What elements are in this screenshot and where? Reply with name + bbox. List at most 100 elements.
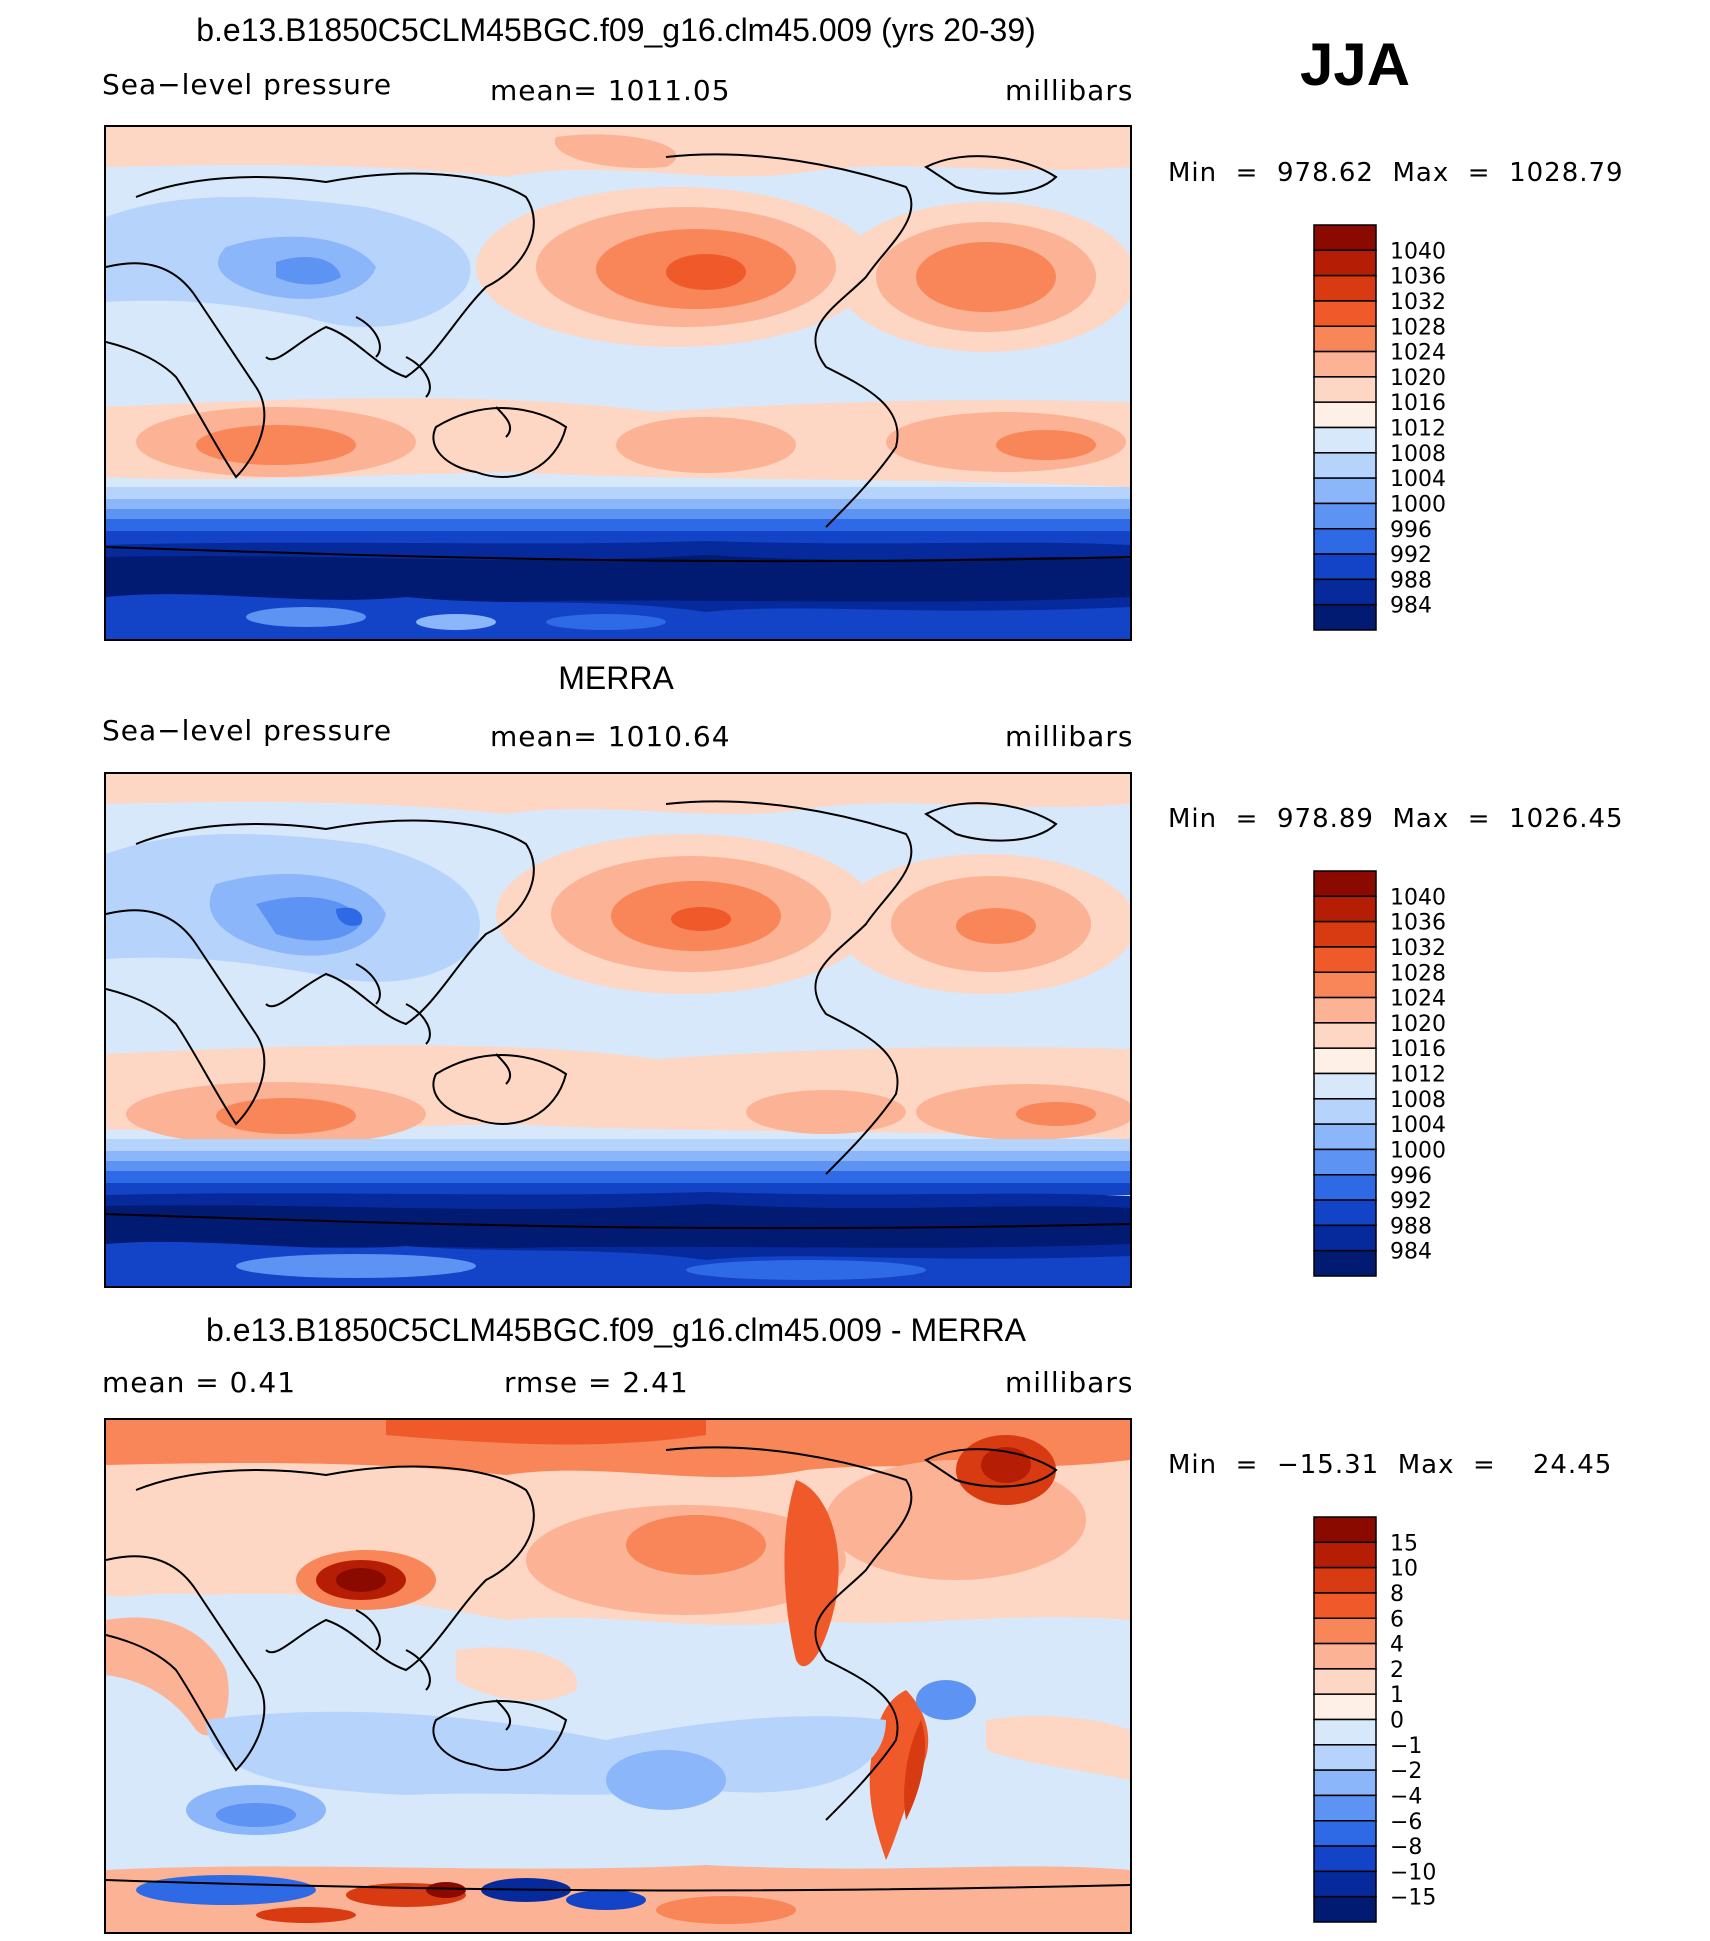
colorbar-3-label-5: 2 (1390, 1658, 1404, 1683)
colorbar-2-swatch-14 (1313, 1224, 1377, 1252)
colorbar-2-label-14: 984 (1390, 1240, 1432, 1265)
colorbar-3-swatch-0 (1313, 1516, 1377, 1544)
colorbar-1-label-11: 996 (1390, 518, 1432, 543)
colorbar-2-label-9: 1004 (1390, 1113, 1446, 1138)
panel-2-colorbar-svg: 1040103610321028102410201016101210081004… (1313, 870, 1446, 1277)
colorbar-2-label-3: 1028 (1390, 961, 1446, 986)
colorbar-2-label-1: 1036 (1390, 911, 1446, 936)
colorbar-1-swatch-0 (1313, 224, 1377, 252)
colorbar-3-label-2: 8 (1390, 1582, 1404, 1607)
colorbar-1-swatch-15 (1313, 603, 1377, 631)
colorbar-3-label-0: 15 (1390, 1531, 1418, 1556)
panel-2-colorbar: 1040 1036 1032 1028 1024 1020 1016 1012 1008 1004… (1313, 870, 1446, 1277)
colorbar-2-label-5: 1020 (1390, 1012, 1446, 1037)
panel-2-units-label: millibars (1005, 720, 1134, 753)
colorbar-2-swatch-2 (1313, 920, 1377, 948)
colorbar-2-swatch-6 (1313, 1022, 1377, 1049)
colorbar-2-swatch-0 (1313, 870, 1377, 898)
colorbar-3-label-7: 0 (1390, 1709, 1404, 1734)
colorbar-2-swatch-12 (1313, 1174, 1377, 1201)
colorbar-1-swatch-8 (1313, 426, 1377, 454)
colorbar-3-label-6: 1 (1390, 1683, 1404, 1708)
panel-1-map (104, 125, 1132, 641)
panel-2-title: MERRA (558, 660, 674, 696)
colorbar-1-swatch-11 (1313, 502, 1377, 530)
colorbar-2-label-10: 1000 (1390, 1138, 1446, 1163)
colorbar-1-label-7: 1012 (1390, 417, 1446, 442)
colorbar-1-swatch-6 (1313, 376, 1377, 403)
colorbar-2-label-11: 996 (1390, 1164, 1432, 1189)
colorbar-3-label-9: −2 (1390, 1759, 1422, 1784)
panel-3-colorbar: 15 10 8 6 4 2 1 0 −1 −2 −4 −6 −8 −10 −15 (1313, 1516, 1436, 1923)
colorbar-3-swatch-8 (1313, 1718, 1377, 1746)
panel-3-mean-label: mean = 0.41 (102, 1366, 297, 1399)
colorbar-3-swatch-11 (1313, 1794, 1377, 1822)
colorbar-1-swatch-9 (1313, 452, 1377, 479)
colorbar-1-label-6: 1016 (1390, 391, 1446, 416)
panel-3-title: b.e13.B1850C5CLM45BGC.f09_g16.clm45.009 … (206, 1312, 1026, 1348)
colorbar-3-swatch-6 (1313, 1668, 1377, 1695)
colorbar-3-swatch-10 (1313, 1769, 1377, 1797)
colorbar-1-label-14: 984 (1390, 594, 1432, 619)
colorbar-3-swatch-5 (1313, 1642, 1377, 1670)
colorbar-1-swatch-14 (1313, 578, 1377, 606)
colorbar-3-label-3: 6 (1390, 1607, 1404, 1632)
panel-2-minmax: Min = 978.89 Max = 1026.45 (1168, 804, 1624, 834)
panel-3-units-label: millibars (1005, 1366, 1134, 1399)
colorbar-3-swatch-13 (1313, 1845, 1377, 1873)
colorbar-3-swatch-4 (1313, 1617, 1377, 1645)
colorbar-1-swatch-10 (1313, 477, 1377, 505)
colorbar-3-swatch-14 (1313, 1870, 1377, 1898)
colorbar-2-swatch-15 (1313, 1249, 1377, 1277)
colorbar-1-label-2: 1032 (1390, 290, 1446, 315)
colorbar-1-swatch-2 (1313, 274, 1377, 302)
colorbar-1-label-4: 1024 (1390, 341, 1446, 366)
colorbar-1-swatch-7 (1313, 401, 1377, 429)
colorbar-3-label-12: −8 (1390, 1835, 1422, 1860)
colorbar-3-swatch-9 (1313, 1744, 1377, 1771)
colorbar-2-label-0: 1040 (1390, 885, 1446, 910)
colorbar-1-label-5: 1020 (1390, 366, 1446, 391)
colorbar-2-label-2: 1032 (1390, 936, 1446, 961)
colorbar-1-label-9: 1004 (1390, 467, 1446, 492)
colorbar-1-label-0: 1040 (1390, 239, 1446, 264)
colorbar-3-label-10: −4 (1390, 1784, 1422, 1809)
colorbar-3-swatch-15 (1313, 1895, 1377, 1923)
panel-1-minmax: Min = 978.62 Max = 1028.79 (1168, 158, 1624, 188)
colorbar-2-swatch-9 (1313, 1098, 1377, 1125)
panel-2-mean-label: mean= 1010.64 (490, 720, 731, 753)
panel-1-mean-label: mean= 1011.05 (490, 74, 731, 107)
colorbar-2-swatch-5 (1313, 996, 1377, 1024)
colorbar-3-label-14: −15 (1390, 1886, 1436, 1911)
colorbar-1-label-3: 1028 (1390, 315, 1446, 340)
colorbar-2-swatch-1 (1313, 895, 1377, 923)
colorbar-2-label-13: 988 (1390, 1214, 1432, 1239)
colorbar-1-swatch-4 (1313, 325, 1377, 353)
colorbar-2-label-6: 1016 (1390, 1037, 1446, 1062)
colorbar-2-swatch-3 (1313, 946, 1377, 973)
colorbar-3-swatch-2 (1313, 1566, 1377, 1594)
colorbar-2-swatch-7 (1313, 1047, 1377, 1075)
colorbar-3-label-11: −6 (1390, 1810, 1422, 1835)
colorbar-1-label-1: 1036 (1390, 265, 1446, 290)
colorbar-3-swatch-3 (1313, 1592, 1377, 1619)
panel-1-title: b.e13.B1850C5CLM45BGC.f09_g16.clm45.009 … (196, 12, 1036, 48)
colorbar-1-label-8: 1008 (1390, 442, 1446, 467)
colorbar-1-label-10: 1000 (1390, 492, 1446, 517)
colorbar-1-label-13: 988 (1390, 568, 1432, 593)
colorbar-3-label-1: 10 (1390, 1557, 1418, 1582)
panel-2-map (104, 772, 1132, 1288)
colorbar-2-label-4: 1024 (1390, 987, 1446, 1012)
colorbar-2-swatch-13 (1313, 1199, 1377, 1227)
season-label: JJA (1300, 31, 1411, 98)
colorbar-2-swatch-10 (1313, 1123, 1377, 1151)
colorbar-2-swatch-11 (1313, 1148, 1377, 1176)
colorbar-2-label-12: 992 (1390, 1189, 1432, 1214)
colorbar-2-label-8: 1008 (1390, 1088, 1446, 1113)
colorbar-3-swatch-12 (1313, 1820, 1377, 1847)
colorbar-3-label-13: −10 (1390, 1860, 1436, 1885)
panel-2-variable-label: Sea−level pressure (102, 714, 393, 747)
panel-1-colorbar-svg: 1040103610321028102410201016101210081004… (1313, 224, 1446, 631)
colorbar-2-swatch-4 (1313, 971, 1377, 999)
